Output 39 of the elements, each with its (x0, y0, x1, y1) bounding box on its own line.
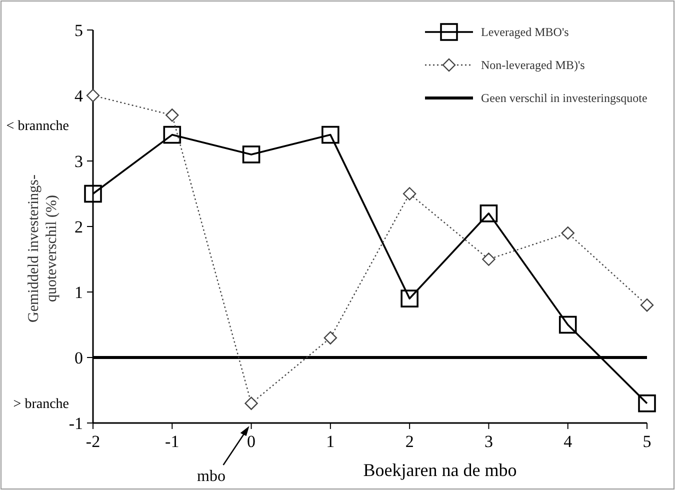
y-tick-label: 2 (74, 217, 83, 236)
y-tick-label: 5 (74, 20, 83, 40)
x-tick-label: 2 (405, 432, 414, 451)
legend-label: Leveraged MBO's (481, 25, 570, 40)
x-tick-label: 5 (642, 432, 652, 451)
point (242, 146, 260, 164)
point (640, 298, 654, 312)
point (322, 126, 340, 144)
point (166, 108, 179, 122)
point (324, 331, 338, 344)
y-tick-label: 0 (74, 348, 83, 368)
point (163, 126, 182, 144)
y-axis-title: Gemiddeld investerings- quoteverschil (%) (26, 174, 60, 322)
point (244, 396, 258, 410)
text: > branche (13, 396, 69, 412)
x-tick-label: 1 (326, 432, 335, 451)
y-tick-label: 1 (74, 282, 83, 302)
point (402, 187, 416, 200)
text: mbo (197, 468, 226, 485)
x-tick-label: -2 (86, 432, 100, 451)
x-tick-label: 3 (484, 432, 493, 451)
point (558, 316, 577, 334)
point (561, 226, 574, 240)
x-tick-label: -1 (165, 432, 180, 451)
point (638, 394, 656, 412)
x-tick-label: 0 (247, 432, 256, 451)
point (84, 184, 102, 203)
legend-label: Geen verschil in investeringsquote (481, 91, 648, 106)
y-tick-label: -1 (68, 414, 83, 433)
y-tick-label: 3 (74, 152, 83, 171)
x-axis-title: Boekjaren na de mbo (363, 460, 517, 480)
x-tick-label: 4 (564, 432, 573, 451)
point (482, 252, 496, 266)
point (400, 290, 418, 308)
point (86, 88, 100, 102)
point (480, 204, 498, 222)
legend-label: Non-leveraged MB)'s (481, 58, 586, 72)
text: < brannche (6, 118, 69, 134)
y-tick-label: 4 (74, 86, 84, 106)
